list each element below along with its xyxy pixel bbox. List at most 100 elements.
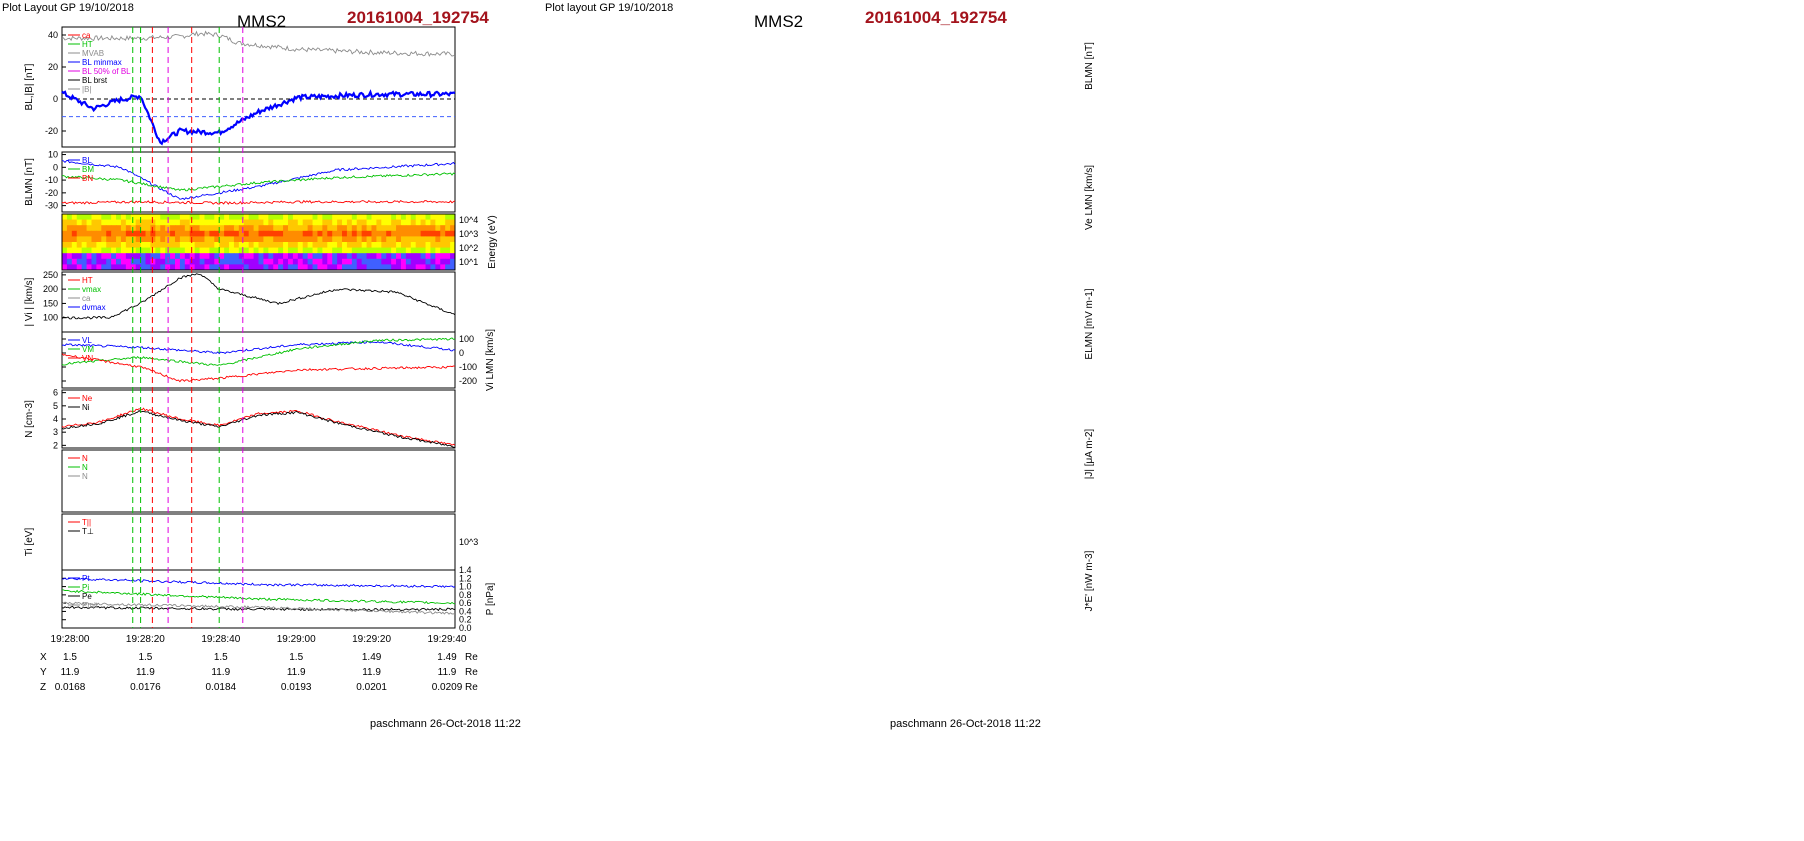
heatmap-cell [66,264,73,271]
heatmap-cell [332,230,338,237]
heatmap-cell [86,258,92,265]
heatmap-cell [66,214,73,221]
panel-left-3: 10^4 10^3 10^2 10^1 Energy (eV) [61,213,498,271]
heatmap-cell [130,242,137,249]
heatmap-cell [317,219,323,226]
heatmap-cell [81,258,88,265]
heatmap-cell [292,242,299,249]
heatmap-cell [391,258,397,265]
heatmap-cell [332,219,338,226]
legend-label: ca [82,294,91,303]
legend-label: BL minmax [82,58,122,67]
heatmap-cell [145,230,151,237]
heatmap-cell [165,242,171,249]
legend-label: BN [82,174,93,183]
heatmap-cell [150,242,156,249]
heatmap-cell [76,258,83,265]
legend-label: BL [82,156,92,165]
heatmap-cell [101,236,107,243]
heatmap-cell [174,247,181,254]
heatmap-cell [400,225,407,232]
heatmap-cell [170,242,176,249]
heatmap-cell [253,253,259,260]
panel-frame [61,513,456,571]
heatmap-cell [302,253,309,260]
heatmap-cell [366,242,372,249]
series-line [61,273,456,320]
time-tick-label: 19:28:20 [126,634,165,645]
heatmap-cell [96,247,102,254]
heatmap-cell [71,219,78,226]
heatmap-cell [258,264,264,271]
heatmap-cell [130,214,137,221]
heatmap-cell [317,264,323,271]
heatmap-cell [86,219,92,226]
heatmap-cell [322,225,328,232]
heatmap-cell [233,253,240,260]
heatmap-cell [327,242,333,249]
heatmap-cell [420,264,427,271]
heatmap-cell [179,225,186,232]
heatmap-cell [312,264,318,271]
heatmap-cell [450,247,456,254]
heatmap-cell [425,253,431,260]
heatmap-cell [170,236,176,243]
heatmap-cell [317,247,323,254]
heatmap-cell [292,258,299,265]
heatmap-cell [194,230,201,237]
heatmap-cell [125,242,132,249]
heatmap-cell [381,236,387,243]
y-axis-label: | Vi | [km/s] [24,277,35,326]
heatmap-cell [238,258,245,265]
heatmap-cell [263,264,269,271]
heatmap-cell [96,230,102,237]
heatmap-cell [391,219,397,226]
heatmap-cell [410,253,417,260]
heatmap-cell [209,242,215,249]
heatmap-cell [224,242,230,249]
heatmap-cell [440,230,446,237]
legend-label: T|| [82,518,91,527]
heatmap-cell [248,247,255,254]
y-axis-label: Ti [eV] [24,528,35,557]
heatmap-cell [174,242,181,249]
heatmap-cell [160,258,166,265]
heatmap-cell [278,225,284,232]
heatmap-cell [145,242,151,249]
y-tick-label: 40 [48,30,58,40]
y-tick-label: 10 [48,150,58,160]
y-tick-label: 6 [53,388,58,398]
heatmap-cell [219,264,225,271]
heatmap-cell [381,219,387,226]
heatmap-cell [322,236,328,243]
heatmap-cell [410,264,417,271]
y-axis-label: P [nPa] [485,582,496,615]
heatmap-cell [66,219,73,226]
heatmap-cell [86,236,92,243]
time-tick-label: 19:29:40 [428,634,467,645]
heatmap-cell [278,219,284,226]
heatmap-cell [214,264,220,271]
heatmap-cell [101,219,107,226]
heatmap-cell [248,230,255,237]
orbit-value: 0.0209 [432,682,463,693]
y-tick-label: 10^3 [459,537,478,547]
heatmap-cell [361,225,368,232]
heatmap-cell [179,214,186,221]
heatmap-cell [184,236,191,243]
orbit-value: 1.49 [362,652,382,663]
heatmap-cell [386,230,392,237]
heatmap-cell [253,214,259,221]
heatmap-cell [415,264,422,271]
heatmap-cell [81,264,88,271]
heatmap-cell [322,258,328,265]
heatmap-cell [253,230,259,237]
orbit-value: 0.0184 [206,682,237,693]
orbit-unit: Re [465,652,478,663]
heatmap-cell [297,219,304,226]
y-tick-label: -30 [45,201,58,211]
heatmap-cell [96,214,102,221]
heatmap-cell [243,214,250,221]
heatmap-cell [396,264,402,271]
heatmap-cell [273,242,279,249]
